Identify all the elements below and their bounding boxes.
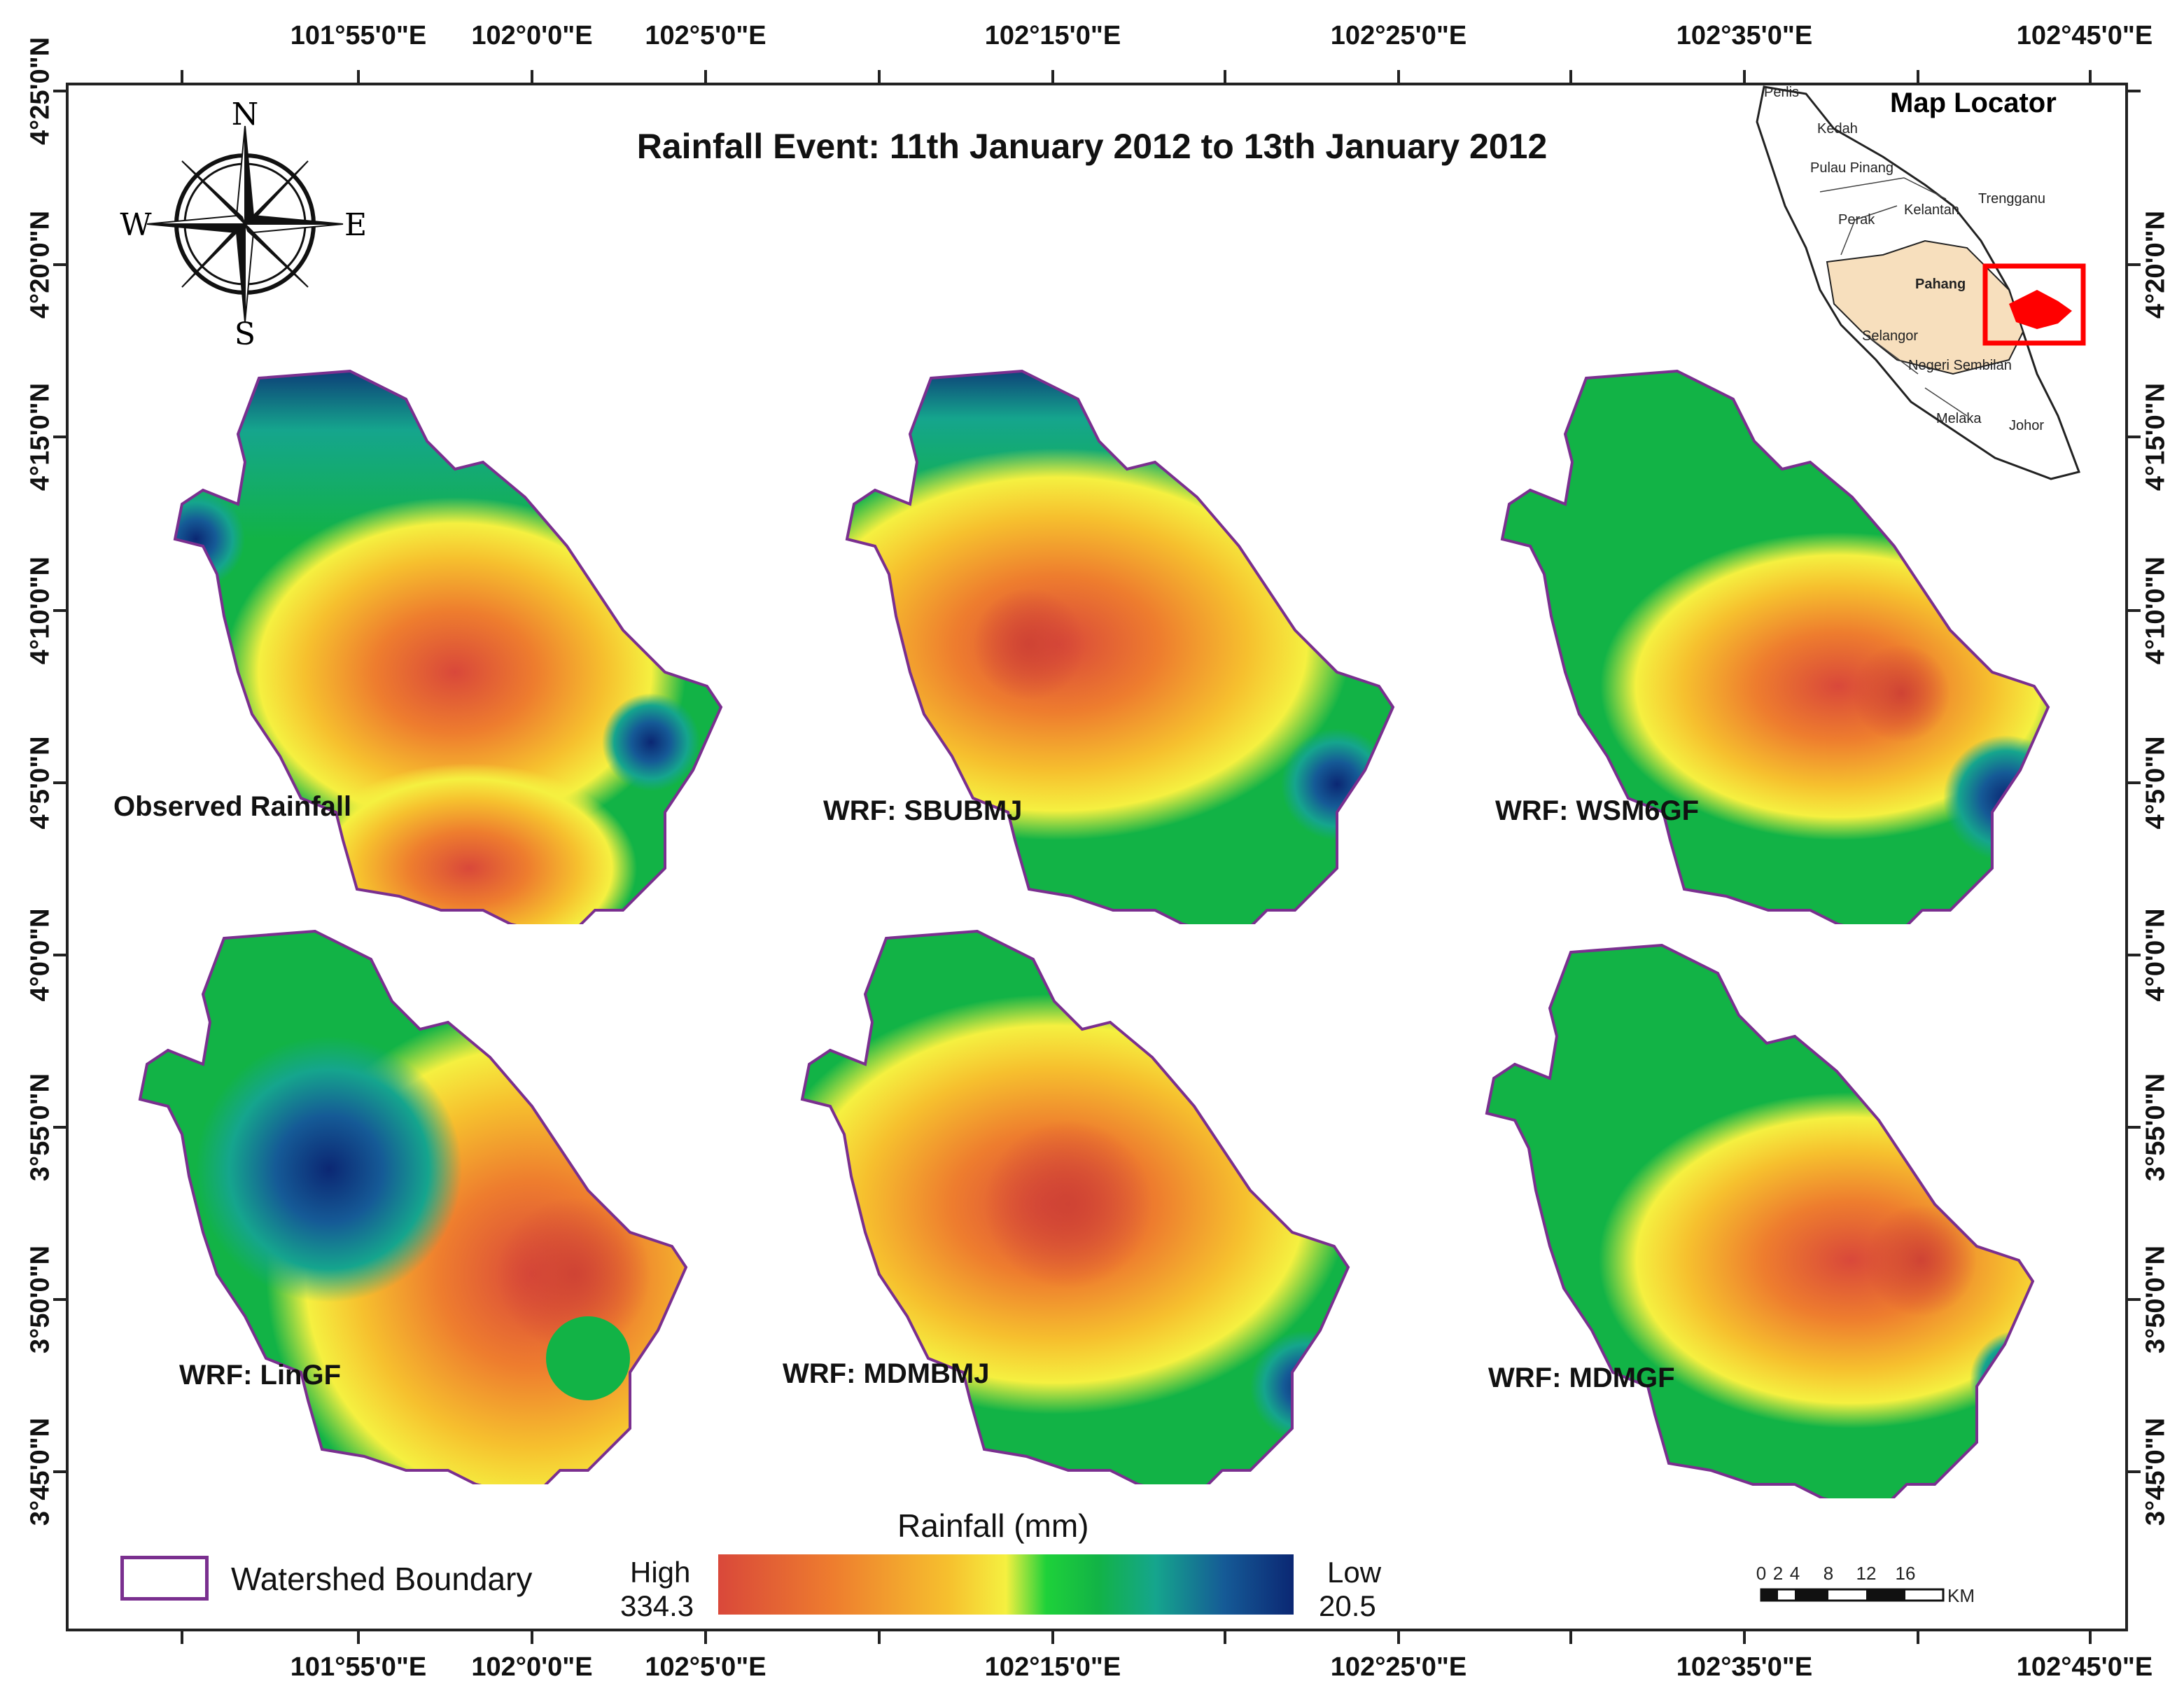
top-tick-label: 102°0'0"E xyxy=(471,21,593,50)
scale-tick: 16 xyxy=(1896,1563,1916,1584)
bottom-tick-label: 101°55'0"E xyxy=(290,1652,427,1682)
panel-label: WRF: MDMBMJ xyxy=(783,1358,990,1389)
colorbar-title: Rainfall (mm) xyxy=(897,1507,1089,1544)
state-label: Pulau Pinang xyxy=(1810,160,1893,176)
compass-e: E xyxy=(344,207,367,243)
top-tick-label: 102°45'0"E xyxy=(2016,21,2153,50)
panel-label: WRF: MDMGF xyxy=(1488,1363,1675,1393)
state-label: Johor xyxy=(2009,418,2044,433)
rainfall-colorbar xyxy=(718,1554,1294,1615)
colorbar-low-label: Low xyxy=(1327,1556,1382,1589)
top-tick-label: 102°15'0"E xyxy=(984,21,1121,50)
scale-tick: 8 xyxy=(1823,1563,1833,1584)
bottom-tick-label: 102°15'0"E xyxy=(984,1652,1121,1682)
locator-title: Map Locator xyxy=(1890,88,2057,118)
top-tick-label: 102°25'0"E xyxy=(1330,21,1467,50)
panel-wrf-lingf-map xyxy=(139,930,687,1484)
bottom-tick-label: 102°35'0"E xyxy=(1676,1652,1813,1682)
scale-bar: 0 2 4 8 12 16 KM xyxy=(1756,1563,1975,1606)
compass-s: S xyxy=(234,316,255,350)
bottom-tick-label: 102°0'0"E xyxy=(471,1652,593,1682)
panel-label: WRF: LinGF xyxy=(179,1360,342,1391)
panel-wrf-sbubmj-map xyxy=(846,370,1394,924)
colorbar-low-value: 20.5 xyxy=(1319,1589,1376,1622)
state-label: Perak xyxy=(1838,212,1875,228)
colorbar-high-value: 334.3 xyxy=(620,1589,694,1622)
map-locator-inset: Map Locator Perlis Kedah Pulau Pinang Pe… xyxy=(1756,85,2086,480)
scale-tick: 4 xyxy=(1790,1563,1800,1584)
bottom-tick-label: 102°45'0"E xyxy=(2016,1652,2153,1682)
panel-wrf-wsm6gf-map xyxy=(1501,370,2050,924)
panel-label: WRF: SBUBMJ xyxy=(823,795,1023,826)
colorbar-high-label: High xyxy=(630,1556,691,1589)
compass-n: N xyxy=(232,98,259,132)
scale-unit: KM xyxy=(1947,1585,1975,1606)
scale-tick: 12 xyxy=(1856,1563,1877,1584)
map-title: Rainfall Event: 11th January 2012 to 13t… xyxy=(636,127,1548,166)
state-label: Melaka xyxy=(1936,411,1982,426)
state-label: Perlis xyxy=(1764,85,1799,100)
panel-wrf-mdmgf-map xyxy=(1485,944,2034,1498)
panel-label: WRF: WSM6GF xyxy=(1495,795,1700,826)
state-label: Kelantan xyxy=(1904,202,1959,218)
state-label: Negeri Sembilan xyxy=(1908,358,2012,373)
state-label: Selangor xyxy=(1862,328,1918,344)
state-label: Trengganu xyxy=(1978,191,2045,207)
panel-wrf-mdmbmj-map xyxy=(801,930,1350,1484)
compass-rose-icon: N S W E xyxy=(120,98,367,350)
compass-w: W xyxy=(120,207,152,243)
top-tick-label: 102°35'0"E xyxy=(1676,21,1813,50)
scale-tick: 2 xyxy=(1773,1563,1783,1584)
top-tick-label: 101°55'0"E xyxy=(290,21,427,50)
watershed-boundary-swatch xyxy=(120,1556,209,1601)
top-tick-label: 102°5'0"E xyxy=(645,21,766,50)
panel-label: Observed Rainfall xyxy=(113,791,352,822)
state-label: Pahang xyxy=(1915,277,1966,292)
state-label: Kedah xyxy=(1817,121,1858,137)
watershed-boundary-label: Watershed Boundary xyxy=(231,1561,533,1597)
bottom-tick-label: 102°25'0"E xyxy=(1330,1652,1467,1682)
scale-tick: 0 xyxy=(1756,1563,1766,1584)
panel-observed-rainfall-map xyxy=(174,370,722,924)
bottom-tick-label: 102°5'0"E xyxy=(645,1652,766,1682)
